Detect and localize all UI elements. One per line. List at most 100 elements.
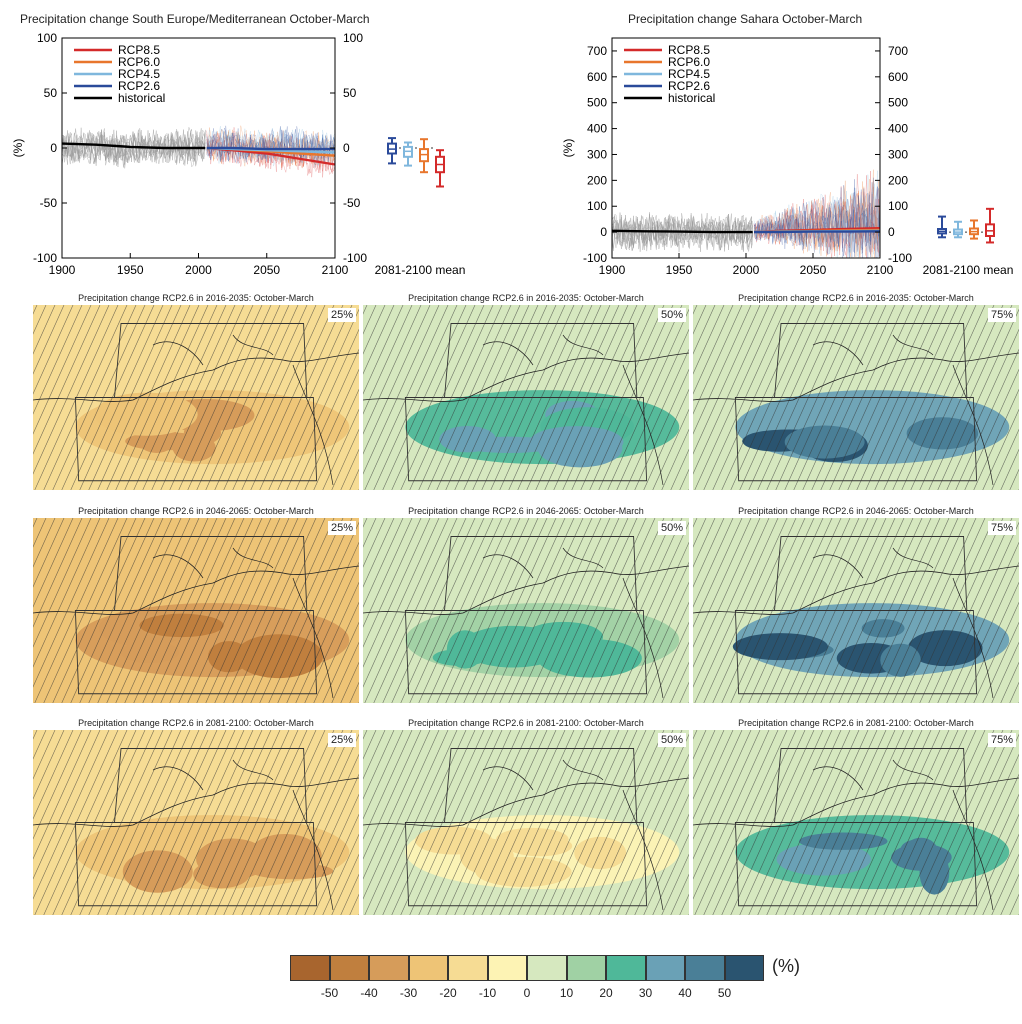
colorbar-tick-label: -50: [320, 986, 339, 1000]
scenario-member-line: [206, 130, 336, 168]
scenario-member-line: [753, 170, 881, 259]
hatch-line: [693, 305, 761, 455]
hatch-line: [304, 368, 359, 490]
map-contour-blob: [574, 836, 627, 870]
hatch-line: [33, 305, 65, 375]
legend-label: RCP2.6: [118, 79, 160, 93]
x-tick-label: 1900: [599, 263, 626, 277]
map-contour-blob: [446, 630, 484, 669]
scenario-member-line: [753, 175, 881, 259]
map-canvas: [33, 305, 359, 490]
hatch-line: [991, 428, 1019, 490]
hatch-line: [33, 305, 56, 355]
colorbar-bin: [527, 955, 567, 981]
scenario-member-line: [753, 185, 881, 258]
map-panel-title: Precipitation change RCP2.6 in 2016-2035…: [408, 293, 644, 303]
map-contour-blob: [248, 834, 322, 878]
x-tick-label: 2050: [253, 263, 280, 277]
hatch-line: [693, 305, 752, 435]
coastline: [693, 352, 1019, 402]
hatch-line: [937, 733, 1019, 915]
y-tick-label-right: 0: [343, 141, 350, 155]
map-contour-blob: [254, 641, 303, 670]
y-tick-label-right: 300: [888, 147, 908, 161]
map-contour-blob: [900, 839, 931, 861]
hatch-line: [33, 518, 101, 668]
hatch-line: [304, 581, 359, 703]
map-contour-blob: [172, 433, 216, 462]
hatch-line: [363, 730, 395, 800]
coastline: [363, 352, 689, 402]
legend-label: historical: [668, 91, 715, 105]
region-sahara-outline: [404, 822, 648, 907]
hatch-line: [670, 448, 689, 490]
hatch-line: [991, 641, 1019, 703]
hatch-line: [363, 305, 404, 395]
map-panel-title: Precipitation change RCP2.6 in 2016-2035…: [738, 293, 974, 303]
region-sahara-outline: [734, 822, 978, 907]
hatch-line: [340, 448, 359, 490]
hatch-line: [1000, 448, 1019, 490]
y-tick-label-left: 0: [600, 225, 607, 239]
legend-label: RCP2.6: [668, 79, 710, 93]
hatch-line: [33, 305, 92, 435]
hatch-line: [322, 833, 359, 915]
scenario-member-line: [206, 128, 336, 165]
hatch-line: [363, 518, 431, 668]
colorbar-tick-label: -20: [439, 986, 457, 1000]
map-panel-title: Precipitation change RCP2.6 in 2081-2100…: [738, 718, 974, 728]
colorbar-bin: [566, 955, 606, 981]
region-sahara-outline: [404, 610, 648, 695]
colorbar-bin: [329, 955, 369, 981]
scenario-member-line: [753, 193, 881, 256]
map-contour-blob: [880, 643, 921, 677]
map-panel-2016-2035-75pct: 75%: [693, 305, 1019, 490]
hatch-line: [693, 518, 761, 668]
y-tick-label-right: 500: [888, 96, 908, 110]
colorbar-bin: [290, 955, 330, 981]
coastline: [33, 352, 359, 402]
colorbar-tick-label: -40: [360, 986, 378, 1000]
map-panel-title: Precipitation change RCP2.6 in 2046-2065…: [738, 506, 974, 516]
hatch-line: [634, 581, 689, 703]
hatch-line: [670, 661, 689, 703]
percentile-label: 25%: [327, 308, 356, 322]
map-contour-blob: [94, 392, 198, 436]
hatch-line: [33, 518, 74, 608]
colorbar-bin: [448, 955, 488, 981]
scenario-member-line: [206, 129, 336, 166]
hatch-line: [955, 773, 1019, 915]
colorbar-unit: (%): [772, 956, 800, 976]
hatch-line: [693, 518, 716, 568]
map-panel-title: Precipitation change RCP2.6 in 2016-2035…: [78, 293, 314, 303]
map-canvas: [33, 730, 359, 915]
hatch-line: [33, 305, 83, 415]
map-contour-blob: [496, 827, 569, 851]
hatch-line: [652, 833, 689, 915]
coastline: [482, 759, 664, 911]
hatch-line: [286, 541, 359, 703]
coastline: [482, 547, 664, 699]
hatch-line: [693, 305, 734, 395]
hatch-line: [964, 793, 1019, 915]
x-tick-label: 2100: [867, 263, 894, 277]
hatch-line: [693, 730, 716, 780]
y-tick-label-left: -100: [33, 251, 57, 265]
map-contour-blob: [139, 613, 224, 638]
colorbar-bin: [606, 955, 646, 981]
y-tick-label-left: 700: [587, 44, 607, 58]
legend-label: RCP8.5: [118, 43, 160, 57]
map-canvas: [33, 518, 359, 703]
hatch-line: [693, 518, 752, 648]
coastline: [33, 777, 359, 827]
scenario-member-line: [753, 192, 881, 258]
coastline: [152, 547, 334, 699]
colorbar-bin: [369, 955, 409, 981]
y-tick-label-left: 100: [587, 199, 607, 213]
hatch-line: [693, 730, 725, 800]
hatch-line: [937, 308, 1019, 490]
hatch-line: [955, 348, 1019, 490]
hatch-line: [693, 518, 734, 608]
scenario-member-line: [206, 133, 336, 175]
hatch-line: [607, 521, 689, 703]
